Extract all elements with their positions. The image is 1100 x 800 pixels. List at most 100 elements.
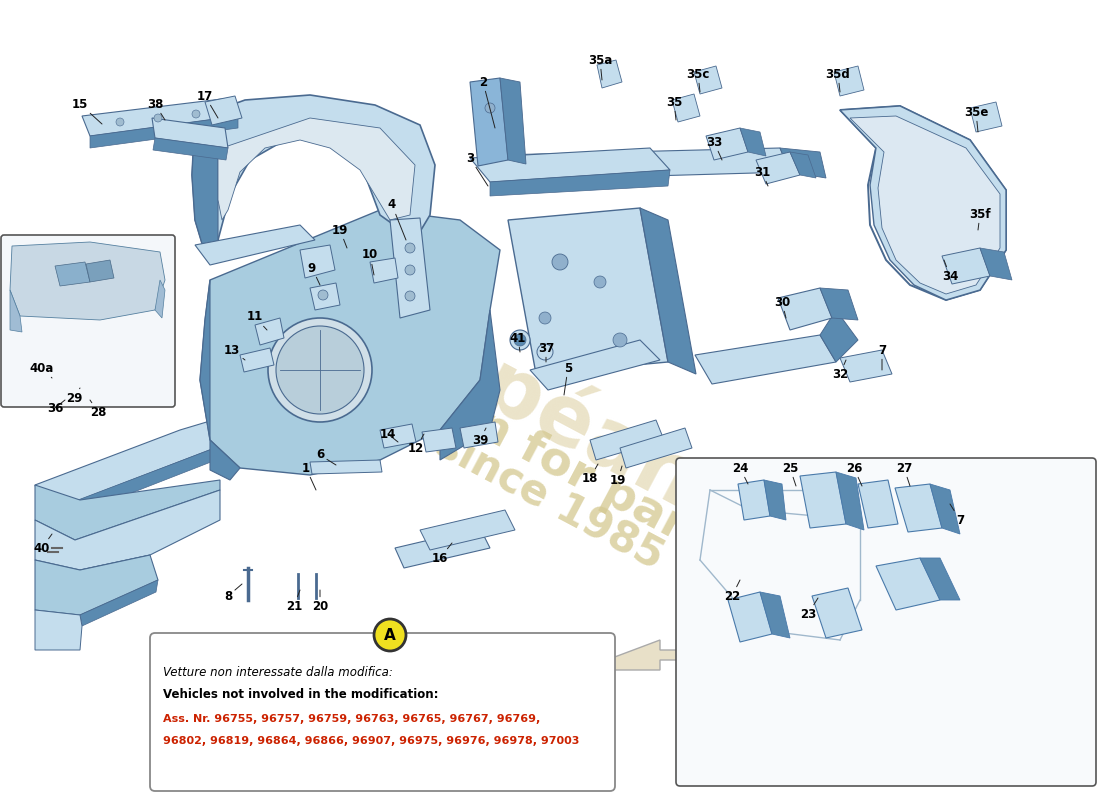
Circle shape	[405, 243, 415, 253]
Polygon shape	[508, 208, 668, 374]
Polygon shape	[930, 484, 960, 534]
Text: 18: 18	[582, 464, 598, 485]
Text: 38: 38	[146, 98, 165, 120]
Polygon shape	[780, 148, 826, 178]
Text: 19: 19	[332, 223, 349, 248]
Text: 25: 25	[782, 462, 799, 486]
Polygon shape	[490, 170, 670, 196]
Polygon shape	[80, 555, 150, 582]
Circle shape	[485, 103, 495, 113]
Circle shape	[613, 333, 627, 347]
Text: 17: 17	[197, 90, 218, 118]
FancyBboxPatch shape	[676, 458, 1096, 786]
Polygon shape	[218, 118, 415, 220]
Text: 40: 40	[34, 534, 52, 554]
Polygon shape	[440, 310, 500, 460]
Circle shape	[405, 265, 415, 275]
Text: 4: 4	[388, 198, 406, 240]
Circle shape	[276, 326, 364, 414]
Circle shape	[514, 334, 526, 346]
Polygon shape	[200, 210, 500, 475]
Polygon shape	[86, 260, 114, 282]
Text: 9: 9	[308, 262, 320, 285]
Polygon shape	[420, 510, 515, 550]
Circle shape	[510, 330, 530, 350]
FancyBboxPatch shape	[1, 235, 175, 407]
Text: 37: 37	[538, 342, 554, 362]
Polygon shape	[895, 484, 942, 532]
Text: 13: 13	[224, 343, 245, 360]
Polygon shape	[460, 422, 498, 448]
Polygon shape	[10, 290, 22, 332]
Polygon shape	[834, 66, 864, 96]
Polygon shape	[35, 610, 82, 650]
Polygon shape	[80, 580, 158, 626]
Circle shape	[552, 254, 568, 270]
Circle shape	[405, 291, 415, 301]
Polygon shape	[310, 283, 340, 310]
Polygon shape	[192, 95, 434, 250]
Polygon shape	[195, 225, 315, 265]
Polygon shape	[756, 152, 800, 184]
Polygon shape	[764, 480, 786, 520]
Polygon shape	[470, 148, 670, 182]
Text: 3: 3	[466, 151, 488, 186]
Text: 27: 27	[895, 462, 912, 486]
Text: 35d: 35d	[826, 67, 850, 92]
Polygon shape	[790, 152, 816, 178]
Circle shape	[537, 344, 553, 360]
Text: 41: 41	[509, 331, 526, 352]
Text: 21: 21	[286, 590, 302, 613]
Text: Ass. Nr. 96755, 96757, 96759, 96763, 96765, 96767, 96769,: Ass. Nr. 96755, 96757, 96759, 96763, 967…	[163, 714, 540, 724]
Polygon shape	[395, 528, 490, 568]
Polygon shape	[35, 555, 158, 615]
Polygon shape	[800, 472, 846, 528]
Polygon shape	[10, 242, 165, 320]
Polygon shape	[590, 420, 664, 460]
Polygon shape	[840, 106, 1006, 300]
Text: 12: 12	[408, 434, 425, 454]
Text: 7: 7	[950, 504, 964, 526]
Polygon shape	[942, 248, 990, 284]
Polygon shape	[470, 78, 508, 166]
Circle shape	[268, 318, 372, 422]
Polygon shape	[500, 148, 790, 180]
Text: Vehicles not involved in the modification:: Vehicles not involved in the modificatio…	[163, 688, 439, 701]
Polygon shape	[200, 280, 210, 440]
Text: 15: 15	[72, 98, 102, 124]
Polygon shape	[580, 640, 720, 670]
Polygon shape	[694, 66, 722, 94]
Polygon shape	[300, 245, 336, 278]
Polygon shape	[640, 208, 696, 374]
Polygon shape	[40, 446, 220, 515]
Text: 26: 26	[846, 462, 862, 486]
Polygon shape	[310, 460, 382, 474]
Polygon shape	[812, 588, 862, 638]
Text: 30: 30	[774, 295, 790, 318]
Polygon shape	[35, 490, 220, 570]
Polygon shape	[35, 418, 230, 502]
Polygon shape	[850, 116, 1000, 294]
Polygon shape	[695, 335, 836, 384]
Polygon shape	[672, 94, 700, 122]
Text: 32: 32	[832, 360, 848, 381]
Text: 34: 34	[942, 260, 958, 282]
Text: passion for parts: passion for parts	[317, 322, 739, 574]
Polygon shape	[836, 472, 864, 530]
Text: 39: 39	[472, 428, 488, 446]
Polygon shape	[370, 258, 398, 283]
Polygon shape	[390, 218, 430, 318]
Polygon shape	[738, 480, 770, 520]
Text: 96802, 96819, 96864, 96866, 96907, 96975, 96976, 96978, 97003: 96802, 96819, 96864, 96866, 96907, 96975…	[163, 736, 580, 746]
Polygon shape	[876, 558, 940, 610]
Circle shape	[594, 276, 606, 288]
Polygon shape	[778, 288, 832, 330]
Polygon shape	[980, 248, 1012, 280]
Polygon shape	[760, 592, 790, 638]
Text: 22: 22	[724, 580, 740, 602]
Polygon shape	[597, 60, 622, 88]
Polygon shape	[90, 116, 238, 148]
Polygon shape	[706, 128, 748, 160]
Polygon shape	[210, 440, 240, 480]
Polygon shape	[840, 350, 892, 382]
